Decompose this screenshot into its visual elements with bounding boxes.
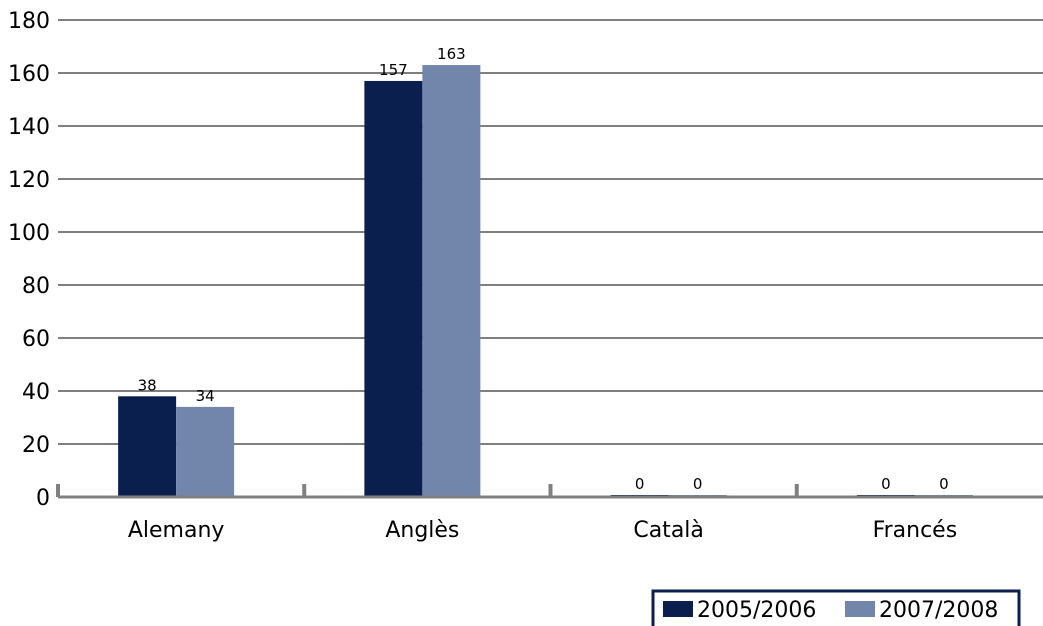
x-axis: Alemany Anglès Català Francés xyxy=(56,484,1043,543)
legend-swatch xyxy=(663,601,693,617)
data-label: 34 xyxy=(196,387,215,405)
data-label: 38 xyxy=(138,376,157,394)
bars xyxy=(118,65,973,498)
data-label: 0 xyxy=(693,475,703,493)
legend-label: 2005/2006 xyxy=(697,598,816,623)
bar xyxy=(422,65,481,498)
y-tick-label: 120 xyxy=(8,168,50,193)
y-tick-label: 20 xyxy=(22,433,50,458)
data-label: 0 xyxy=(881,475,891,493)
data-labels: 38 34 157 163 0 0 0 0 xyxy=(138,45,949,493)
gridlines xyxy=(58,19,1043,445)
y-tick-label: 40 xyxy=(22,380,50,405)
y-tick-label: 100 xyxy=(8,221,50,246)
category-label: Català xyxy=(633,518,704,543)
bar xyxy=(176,406,235,497)
category-label: Anglès xyxy=(385,518,459,543)
category-label: Alemany xyxy=(128,518,225,543)
y-tick-label: 160 xyxy=(8,62,50,87)
legend-swatch xyxy=(845,601,875,617)
category-label: Francés xyxy=(873,518,958,543)
y-tick-label: 180 xyxy=(8,9,50,34)
y-tick-label: 0 xyxy=(36,486,50,511)
legend-label: 2007/2008 xyxy=(879,598,998,623)
data-label: 157 xyxy=(379,61,408,79)
data-label: 0 xyxy=(939,475,949,493)
y-tick-label: 80 xyxy=(22,274,50,299)
bar xyxy=(364,80,423,497)
data-label: 163 xyxy=(437,45,466,63)
data-label: 0 xyxy=(635,475,645,493)
y-axis-ticks: 0 20 40 60 80 100 120 140 160 180 xyxy=(8,9,50,511)
y-tick-label: 60 xyxy=(22,327,50,352)
legend-box xyxy=(651,589,1021,626)
y-tick-label: 140 xyxy=(8,115,50,140)
legend: 2005/2006 2007/2008 xyxy=(651,589,1021,626)
bar xyxy=(118,396,177,497)
